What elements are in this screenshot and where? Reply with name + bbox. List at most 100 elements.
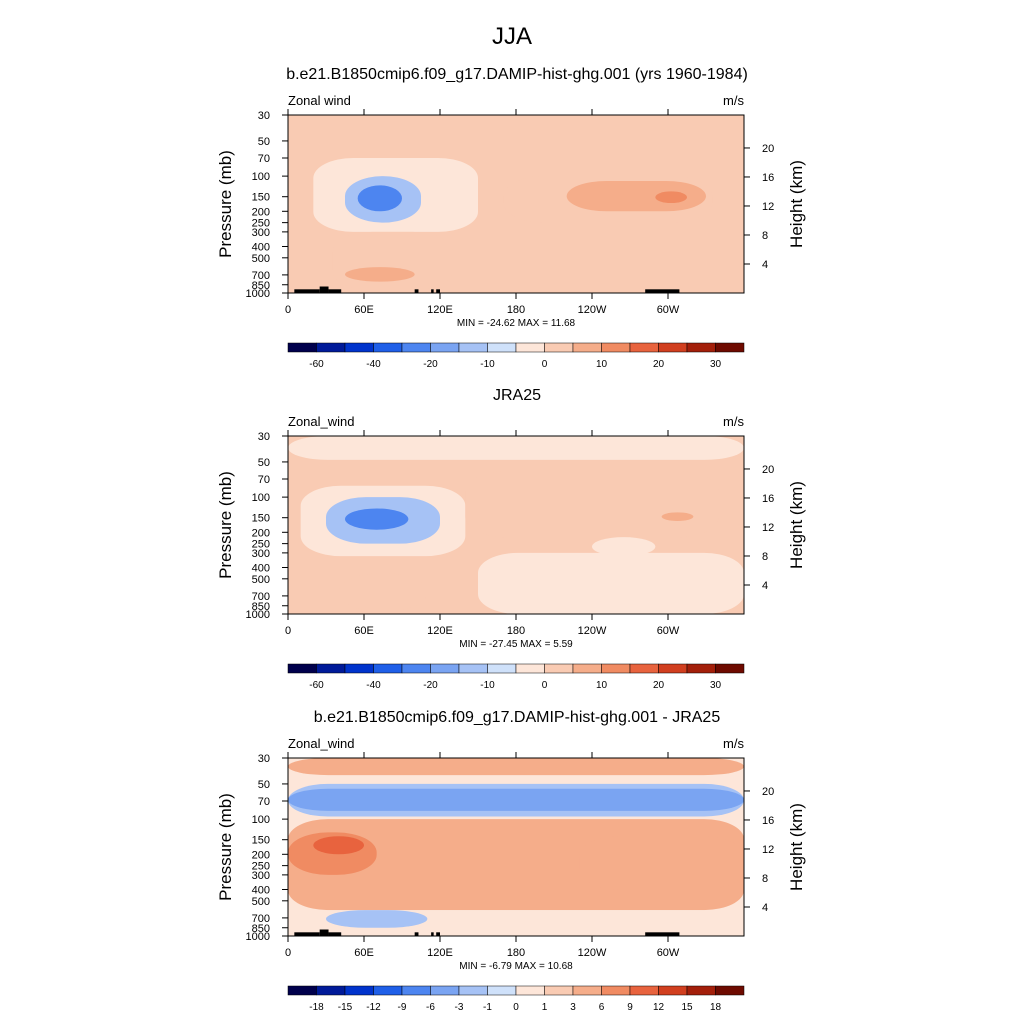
contour-region	[288, 758, 744, 776]
colorbar-box	[316, 985, 346, 996]
y-right-tick-label: 12	[762, 844, 774, 856]
colorbar-box	[287, 663, 317, 674]
contour-region	[661, 512, 694, 521]
colorbar-box	[487, 342, 517, 353]
topography-block	[431, 932, 434, 936]
y-tick-label: 70	[258, 153, 270, 165]
y-axis-label: Pressure (mb)	[216, 150, 235, 258]
figure-title: JJA	[492, 23, 532, 50]
contour-region	[345, 267, 415, 282]
y-tick-label: 30	[258, 110, 270, 122]
colorbar-label: -18	[309, 1002, 324, 1013]
x-tick-label: 60E	[354, 947, 374, 959]
y-tick-label: 200	[252, 527, 270, 539]
topography-block	[328, 289, 342, 293]
colorbar-box	[373, 342, 403, 353]
colorbar-box	[458, 985, 488, 996]
contour-region	[338, 573, 428, 612]
colorbar-label: -1	[483, 1002, 492, 1013]
colorbar-box	[344, 342, 374, 353]
contour-region	[345, 508, 409, 530]
topography-block	[645, 932, 680, 936]
variable-label: Zonal_wind	[288, 736, 355, 751]
y-tick-label: 500	[252, 253, 270, 265]
y-tick-label: 400	[252, 562, 270, 574]
colorbar-label: 0	[513, 1002, 519, 1013]
panel-title: JRA25	[493, 387, 541, 404]
colorbar-box	[572, 985, 602, 996]
colorbar-box	[658, 663, 688, 674]
y-tick-label: 30	[258, 431, 270, 443]
colorbar-label: -12	[366, 1002, 381, 1013]
topography-block	[294, 932, 320, 936]
topography-block	[431, 289, 434, 293]
contour-region	[465, 471, 719, 538]
y-tick-label: 100	[252, 492, 270, 504]
y-right-tick-label: 16	[762, 815, 774, 827]
variable-label: Zonal_wind	[288, 414, 355, 429]
contour-region	[478, 552, 744, 614]
colorbar-box	[658, 342, 688, 353]
colorbar-box	[572, 663, 602, 674]
colorbar-box	[430, 663, 460, 674]
colorbar-box	[487, 663, 517, 674]
x-tick-label: 180	[507, 625, 525, 637]
y-tick-label: 200	[252, 849, 270, 861]
x-tick-label: 60E	[354, 625, 374, 637]
colorbar-box	[515, 342, 545, 353]
y-tick-label: 1000	[246, 931, 270, 943]
y-tick-label: 30	[258, 753, 270, 765]
contour-region	[288, 436, 744, 460]
colorbar-label: 12	[653, 1002, 665, 1013]
colorbar-box	[601, 663, 631, 674]
y-right-tick-label: 12	[762, 201, 774, 213]
colorbar-box	[344, 663, 374, 674]
y-tick-label: 850	[252, 923, 270, 935]
y-tick-label: 500	[252, 574, 270, 586]
colorbar-label: -40	[366, 359, 381, 370]
colorbar-label: 20	[653, 680, 665, 691]
colorbar-box	[686, 663, 716, 674]
panel-title: b.e21.B1850cmip6.f09_g17.DAMIP-hist-ghg.…	[314, 709, 721, 726]
topography-block	[414, 289, 419, 293]
y-tick-label: 50	[258, 457, 270, 469]
colorbar-box	[515, 985, 545, 996]
x-tick-label: 120W	[578, 625, 607, 637]
colorbar-label: -6	[426, 1002, 435, 1013]
colorbar-box	[430, 985, 460, 996]
colorbar-box	[686, 985, 716, 996]
y-right-tick-label: 8	[762, 873, 768, 885]
colorbar-box	[601, 985, 631, 996]
y-tick-label: 250	[252, 218, 270, 230]
y-right-tick-label: 20	[762, 464, 774, 476]
colorbar-label: -9	[398, 1002, 407, 1013]
x-tick-label: 120W	[578, 304, 607, 316]
colorbar-box	[344, 985, 374, 996]
y-right-tick-label: 12	[762, 522, 774, 534]
colorbar-box	[458, 663, 488, 674]
colorbar-label: 10	[596, 680, 608, 691]
variable-label: Zonal wind	[288, 93, 351, 108]
colorbar-box	[373, 663, 403, 674]
contour-region	[357, 185, 402, 212]
colorbar-label: -15	[338, 1002, 353, 1013]
colorbar-label: 10	[596, 359, 608, 370]
colorbar-box	[544, 663, 574, 674]
colorbar-label: -20	[423, 680, 438, 691]
x-tick-label: 60W	[657, 947, 680, 959]
colorbar-box	[401, 342, 431, 353]
topography-block	[645, 289, 680, 293]
colorbar-box	[629, 342, 659, 353]
units-label: m/s	[723, 93, 744, 108]
y-tick-label: 300	[252, 227, 270, 239]
topography-block	[319, 929, 329, 936]
stats-label: MIN = -27.45 MAX = 5.59	[459, 639, 573, 650]
y-tick-label: 50	[258, 779, 270, 791]
y-right-tick-label: 20	[762, 143, 774, 155]
y-tick-label: 150	[252, 192, 270, 204]
colorbar-box	[715, 985, 745, 996]
x-tick-label: 60W	[657, 304, 680, 316]
y-tick-label: 100	[252, 171, 270, 183]
contour-region	[579, 836, 744, 890]
colorbar-label: -3	[455, 1002, 464, 1013]
